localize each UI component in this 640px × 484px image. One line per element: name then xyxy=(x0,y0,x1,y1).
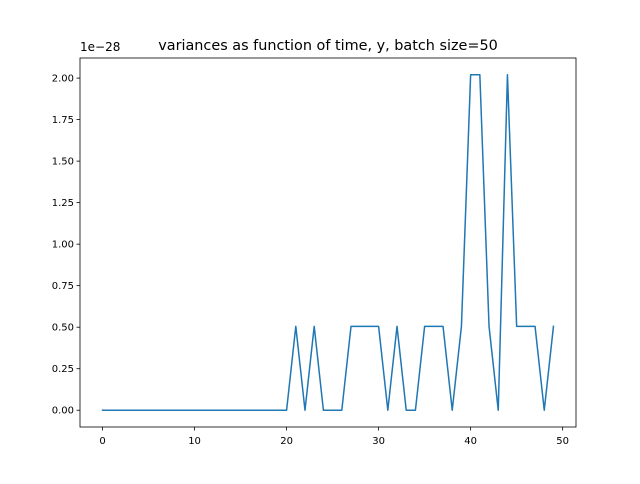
y-tick-label: 2.00 xyxy=(52,74,74,85)
series-layer xyxy=(101,74,555,411)
y-tick-label: 1.75 xyxy=(52,115,74,126)
x-tick-label: 0 xyxy=(99,436,105,447)
y-tick-label: 0.00 xyxy=(52,406,74,417)
x-tick-label: 40 xyxy=(464,436,477,447)
x-tick-label: 30 xyxy=(372,436,385,447)
axes-frame xyxy=(79,57,577,428)
y-tick-label: 0.50 xyxy=(52,323,74,334)
y-tick-label: 1.50 xyxy=(52,157,74,168)
x-tick-label: 20 xyxy=(280,436,293,447)
plot-frame xyxy=(79,57,577,428)
y-tick-label: 1.00 xyxy=(52,240,74,251)
y-tick-label: 1.25 xyxy=(52,198,74,209)
axes: 0 10 20 30 40 50 0.00 0.25 0.50 0.75 1.00 1.25 1.50 1… xyxy=(52,74,569,447)
series-line xyxy=(101,74,555,411)
x-tick-label: 50 xyxy=(556,436,569,447)
y-tick-label: 0.25 xyxy=(52,364,74,375)
chart-title: variances as function of time, y, batch … xyxy=(158,38,498,54)
x-tick-label: 10 xyxy=(188,436,201,447)
y-offset-label: 1e−28 xyxy=(80,40,120,54)
y-tick-label: 0.75 xyxy=(52,281,74,292)
